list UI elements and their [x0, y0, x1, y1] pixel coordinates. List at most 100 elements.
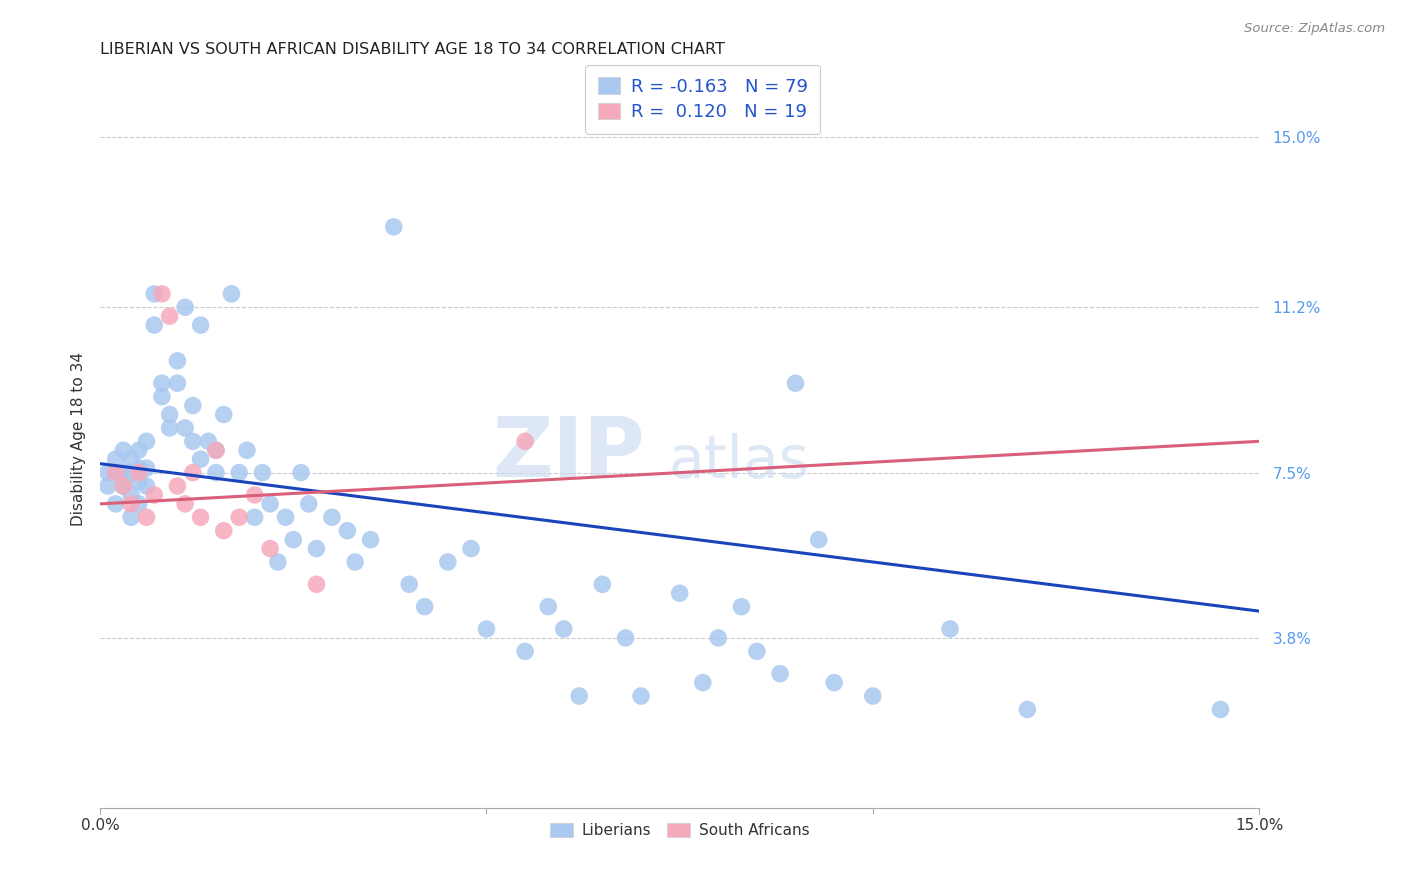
- Point: [112, 479, 135, 493]
- Point: [769, 666, 792, 681]
- Point: [174, 421, 197, 435]
- Point: [1017, 702, 1039, 716]
- Point: [120, 466, 142, 480]
- Point: [267, 555, 290, 569]
- Point: [128, 497, 150, 511]
- Point: [321, 510, 343, 524]
- Point: [174, 300, 197, 314]
- Point: [668, 586, 690, 600]
- Point: [205, 466, 228, 480]
- Point: [252, 466, 274, 480]
- Point: [745, 644, 768, 658]
- Point: [166, 376, 188, 391]
- Point: [205, 443, 228, 458]
- Point: [159, 408, 181, 422]
- Point: [862, 689, 884, 703]
- Point: [513, 644, 536, 658]
- Point: [939, 622, 962, 636]
- Point: [159, 309, 181, 323]
- Point: [143, 488, 166, 502]
- Point: [97, 466, 120, 480]
- Point: [413, 599, 436, 614]
- Point: [513, 434, 536, 449]
- Point: [166, 479, 188, 493]
- Point: [166, 354, 188, 368]
- Point: [298, 497, 321, 511]
- Point: [97, 479, 120, 493]
- Point: [128, 475, 150, 489]
- Point: [120, 452, 142, 467]
- Point: [243, 510, 266, 524]
- Point: [243, 488, 266, 502]
- Point: [730, 599, 752, 614]
- Point: [221, 286, 243, 301]
- Point: [360, 533, 382, 547]
- Text: ZIP: ZIP: [492, 413, 645, 494]
- Point: [128, 466, 150, 480]
- Point: [630, 689, 652, 703]
- Point: [398, 577, 420, 591]
- Point: [197, 434, 219, 449]
- Point: [205, 443, 228, 458]
- Point: [1209, 702, 1232, 716]
- Point: [190, 452, 212, 467]
- Point: [104, 452, 127, 467]
- Y-axis label: Disability Age 18 to 34: Disability Age 18 to 34: [72, 352, 86, 526]
- Point: [236, 443, 259, 458]
- Point: [460, 541, 482, 556]
- Point: [135, 434, 157, 449]
- Point: [150, 390, 173, 404]
- Point: [382, 219, 405, 234]
- Point: [591, 577, 613, 591]
- Point: [135, 510, 157, 524]
- Point: [707, 631, 730, 645]
- Point: [283, 533, 305, 547]
- Point: [274, 510, 297, 524]
- Point: [212, 524, 235, 538]
- Point: [823, 675, 845, 690]
- Point: [135, 461, 157, 475]
- Point: [228, 510, 250, 524]
- Point: [128, 443, 150, 458]
- Text: Source: ZipAtlas.com: Source: ZipAtlas.com: [1244, 22, 1385, 36]
- Point: [553, 622, 575, 636]
- Point: [181, 399, 204, 413]
- Point: [259, 541, 281, 556]
- Point: [120, 488, 142, 502]
- Point: [120, 510, 142, 524]
- Point: [305, 541, 328, 556]
- Point: [336, 524, 359, 538]
- Point: [120, 497, 142, 511]
- Point: [112, 443, 135, 458]
- Point: [437, 555, 460, 569]
- Point: [807, 533, 830, 547]
- Point: [143, 318, 166, 333]
- Point: [112, 466, 135, 480]
- Point: [104, 497, 127, 511]
- Point: [692, 675, 714, 690]
- Point: [143, 286, 166, 301]
- Point: [305, 577, 328, 591]
- Point: [104, 466, 127, 480]
- Point: [104, 466, 127, 480]
- Point: [174, 497, 197, 511]
- Point: [344, 555, 367, 569]
- Point: [128, 461, 150, 475]
- Point: [190, 318, 212, 333]
- Point: [212, 408, 235, 422]
- Point: [228, 466, 250, 480]
- Point: [181, 466, 204, 480]
- Point: [785, 376, 807, 391]
- Point: [159, 421, 181, 435]
- Point: [150, 376, 173, 391]
- Point: [190, 510, 212, 524]
- Point: [181, 434, 204, 449]
- Legend: Liberians, South Africans: Liberians, South Africans: [544, 817, 815, 845]
- Text: atlas: atlas: [668, 433, 808, 490]
- Point: [150, 286, 173, 301]
- Point: [537, 599, 560, 614]
- Point: [614, 631, 637, 645]
- Point: [475, 622, 498, 636]
- Text: LIBERIAN VS SOUTH AFRICAN DISABILITY AGE 18 TO 34 CORRELATION CHART: LIBERIAN VS SOUTH AFRICAN DISABILITY AGE…: [100, 42, 725, 57]
- Point: [135, 479, 157, 493]
